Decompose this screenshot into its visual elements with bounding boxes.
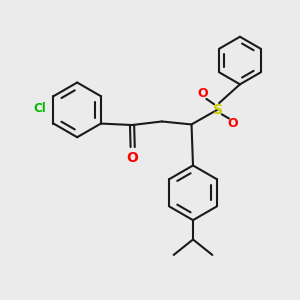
- Text: O: O: [197, 87, 208, 100]
- Text: Cl: Cl: [34, 103, 46, 116]
- Text: O: O: [228, 117, 238, 130]
- Text: S: S: [213, 103, 223, 117]
- Text: O: O: [127, 151, 139, 165]
